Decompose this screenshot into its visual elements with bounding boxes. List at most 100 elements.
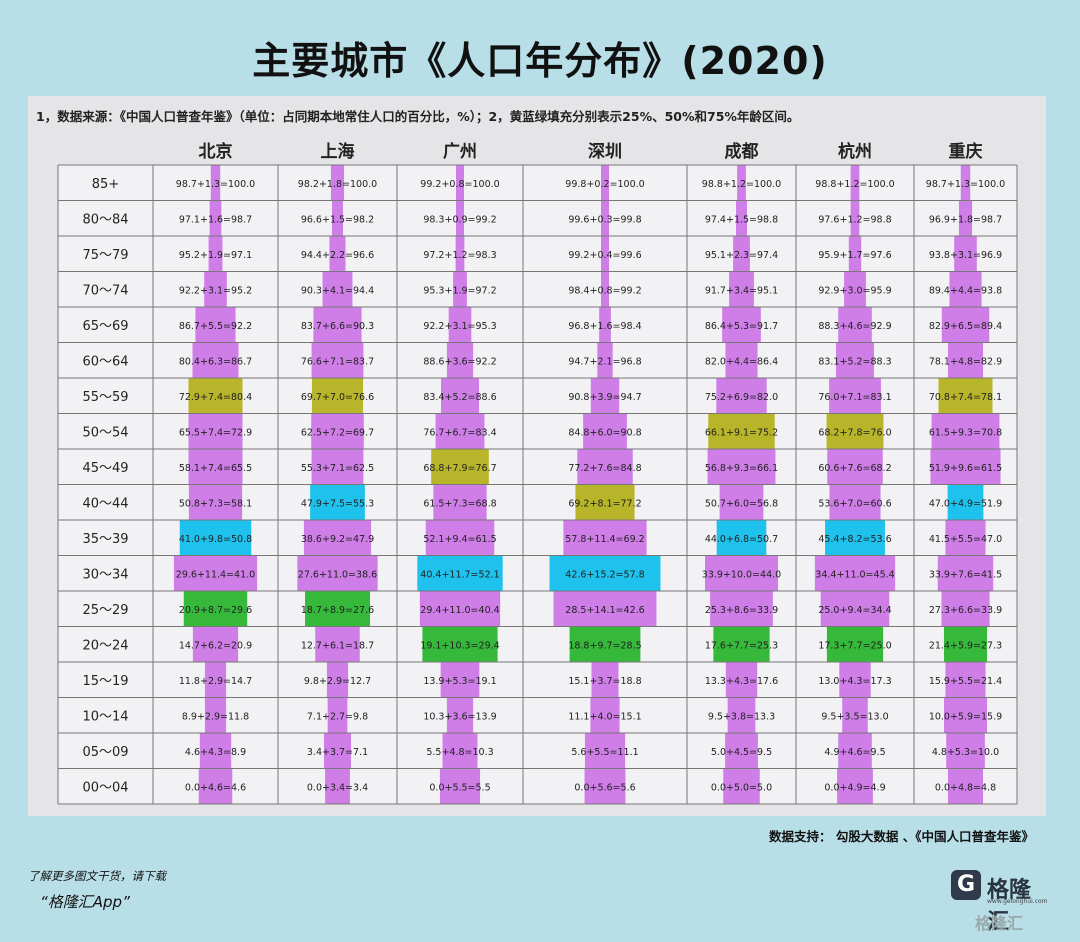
- cell-label: 9.5+3.5=13.0: [821, 711, 888, 722]
- bar-上海-9: [310, 484, 365, 520]
- bar-成都-17: [723, 768, 760, 804]
- cell-label: 65.5+7.4=72.9: [179, 427, 252, 438]
- bar-深圳-7: [583, 413, 627, 449]
- cell-label: 88.6+3.6=92.2: [423, 356, 496, 367]
- bar-杭州-9: [829, 484, 881, 520]
- cell-label: 68.8+7.9=76.7: [423, 463, 496, 474]
- cell-label: 82.0+4.4=86.4: [705, 356, 778, 367]
- cell-label: 10.0+5.9=15.9: [929, 711, 1002, 722]
- bar-深圳-14: [591, 662, 619, 698]
- bar-重庆-10: [945, 520, 986, 556]
- bar-杭州-8: [827, 449, 883, 485]
- cell-label: 27.3+6.6=33.9: [929, 605, 1002, 616]
- bar-广州-9: [433, 484, 487, 520]
- bar-杭州-14: [839, 662, 871, 698]
- cell-label: 94.7+2.1=96.8: [568, 356, 641, 367]
- bar-广州-7: [435, 413, 485, 449]
- bar-北京-17: [198, 768, 233, 804]
- cell-label: 25.3+8.6=33.9: [705, 605, 778, 616]
- city-header: 成都: [725, 141, 759, 162]
- cell-label: 83.4+5.2=88.6: [423, 392, 496, 403]
- cell-label: 96.9+1.8=98.7: [929, 214, 1002, 225]
- bar-杭州-6: [829, 378, 881, 414]
- cell-label: 13.9+5.3=19.1: [423, 676, 496, 687]
- cell-label: 56.8+9.3=66.1: [705, 463, 778, 474]
- cell-label: 0.0+4.6=4.6: [185, 782, 246, 793]
- bar-上海-10: [303, 520, 372, 556]
- bar-杭州-13: [826, 626, 884, 662]
- cell-label: 69.7+7.0=76.6: [301, 392, 374, 403]
- bar-深圳-11: [549, 555, 661, 591]
- cell-label: 93.8+3.1=96.9: [929, 250, 1002, 261]
- bar-深圳-16: [584, 733, 626, 769]
- logo-mark-icon: G: [951, 870, 981, 900]
- cell-label: 99.2+0.8=100.0: [420, 179, 499, 190]
- city-header: 深圳: [588, 141, 622, 162]
- bar-上海-17: [325, 768, 350, 804]
- bar-成都-6: [716, 378, 767, 414]
- bar-上海-14: [326, 662, 349, 698]
- cell-label: 28.5+14.1=42.6: [565, 605, 644, 616]
- bar-上海-8: [311, 449, 364, 485]
- cell-label: 95.2+1.9=97.1: [179, 250, 252, 261]
- cell-label: 51.9+9.6=61.5: [929, 463, 1002, 474]
- cell-label: 12.7+6.1=18.7: [301, 640, 374, 651]
- bar-重庆-6: [938, 378, 993, 414]
- city-header: 上海: [321, 141, 355, 162]
- cell-label: 34.4+11.0=45.4: [815, 569, 894, 580]
- bar-杭州-3: [844, 271, 866, 307]
- bar-深圳-12: [553, 591, 657, 627]
- bar-上海-12: [305, 591, 370, 627]
- cell-label: 84.8+6.0=90.8: [568, 427, 641, 438]
- bar-成都-9: [719, 484, 764, 520]
- cell-label: 98.4+0.8=99.2: [568, 285, 641, 296]
- cell-label: 98.8+1.2=100.0: [815, 179, 894, 190]
- bar-广州-6: [441, 378, 479, 414]
- bar-重庆-16: [946, 733, 985, 769]
- age-group-label: 75～79: [82, 248, 128, 263]
- cell-label: 88.3+4.6=92.9: [818, 321, 891, 332]
- bar-广州-5: [446, 342, 474, 378]
- bar-成都-13: [713, 626, 770, 662]
- cell-label: 5.5+4.8=10.3: [426, 747, 493, 758]
- cell-label: 61.5+9.3=70.8: [929, 427, 1002, 438]
- bar-北京-6: [188, 378, 243, 414]
- cell-label: 33.9+7.6=41.5: [929, 569, 1002, 580]
- cell-label: 72.9+7.4=80.4: [179, 392, 252, 403]
- cell-label: 97.4+1.5=98.8: [705, 214, 778, 225]
- bar-重庆-12: [941, 591, 990, 627]
- bar-成都-7: [708, 413, 775, 449]
- age-group-label: 05～09: [82, 745, 128, 760]
- cell-label: 21.4+5.9=27.3: [929, 640, 1002, 651]
- cell-label: 27.6+11.0=38.6: [298, 569, 377, 580]
- bar-成都-1: [736, 200, 747, 236]
- bar-广州-15: [446, 697, 474, 733]
- cell-label: 29.6+11.4=41.0: [176, 569, 255, 580]
- age-group-label: 25～29: [82, 603, 128, 618]
- city-header: 杭州: [838, 141, 872, 162]
- gelonghui-logo: G 格隆汇 www.gelonghui.com: [951, 868, 1051, 935]
- logo-url: www.gelonghui.com: [987, 898, 1048, 905]
- cell-label: 18.7+8.9=27.6: [301, 605, 374, 616]
- promo-line-1: 了解更多图文干货，请下载: [28, 869, 166, 883]
- cell-label: 96.8+1.6=98.4: [568, 321, 641, 332]
- bar-杭州-10: [825, 520, 885, 556]
- bar-重庆-15: [943, 697, 988, 733]
- bar-深圳-9: [575, 484, 635, 520]
- cell-label: 91.7+3.4=95.1: [705, 285, 778, 296]
- bar-北京-10: [179, 520, 252, 556]
- age-group-label: 00～04: [82, 780, 128, 795]
- bar-杭州-7: [826, 413, 884, 449]
- bar-杭州-5: [836, 342, 874, 378]
- bar-成都-11: [705, 555, 778, 591]
- cell-label: 4.9+4.6=9.5: [824, 747, 885, 758]
- city-header: 重庆: [949, 141, 983, 162]
- bar-广州-16: [442, 733, 478, 769]
- cell-label: 33.9+10.0=44.0: [702, 569, 781, 580]
- cell-label: 82.9+6.5=89.4: [929, 321, 1002, 332]
- age-group-label: 85+: [92, 177, 119, 192]
- cell-label: 19.1+10.3=29.4: [420, 640, 499, 651]
- cell-label: 58.1+7.4=65.5: [179, 463, 252, 474]
- chart-note: 1，数据来源：《中国人口普查年鉴》（单位：占同期本地常住人口的百分比，%）；2，…: [36, 109, 800, 124]
- bar-深圳-4: [599, 307, 611, 343]
